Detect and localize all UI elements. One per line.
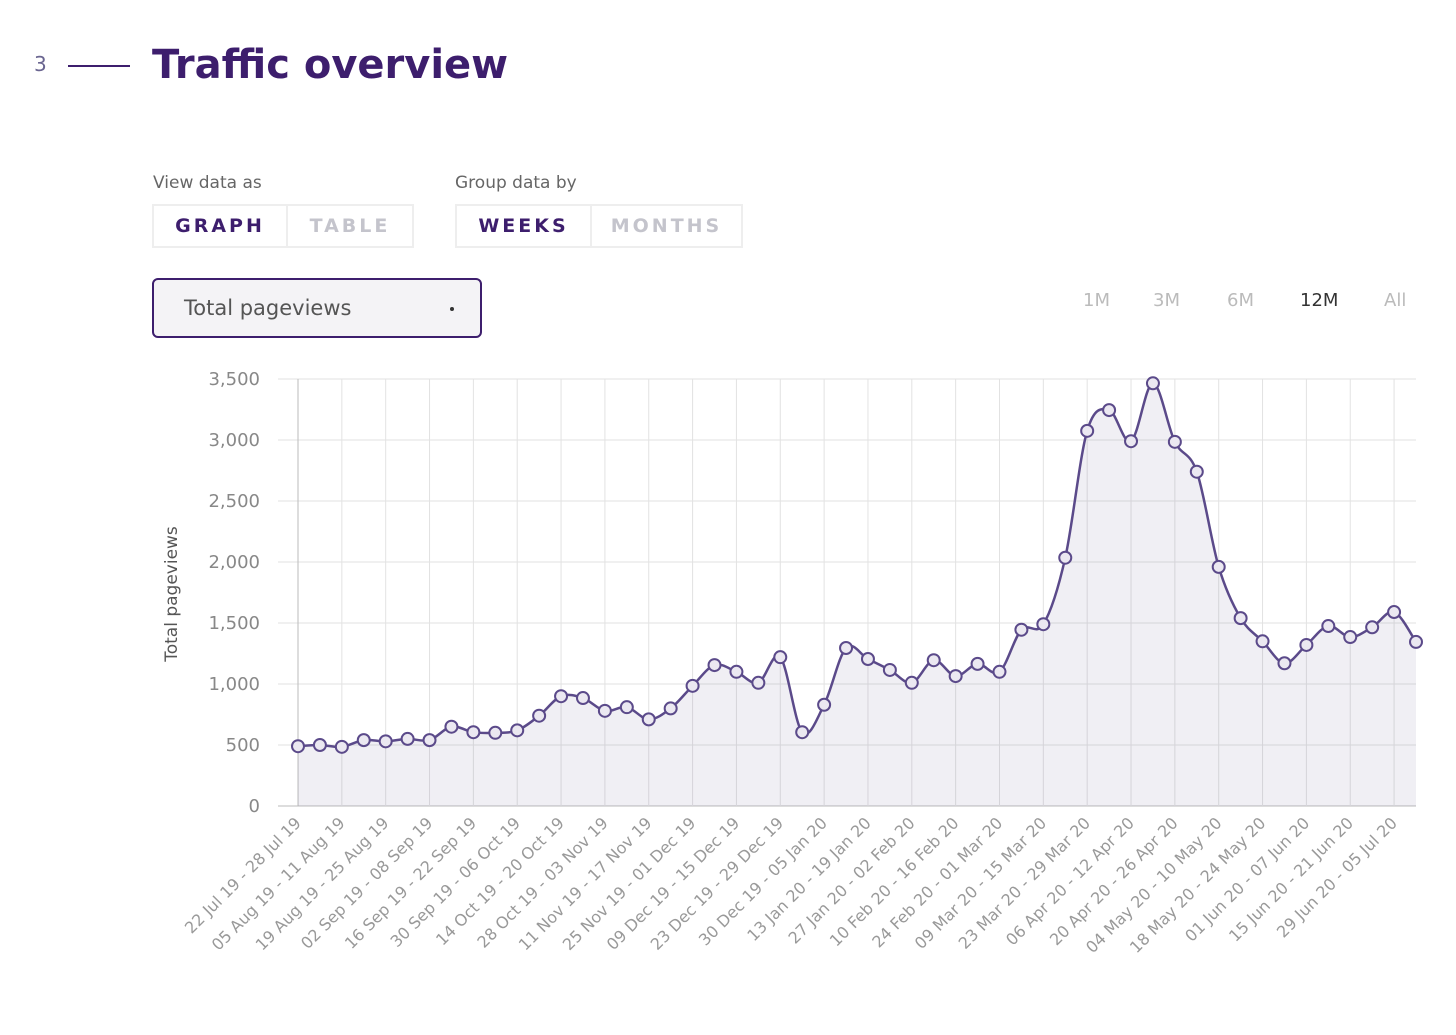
metric-dropdown[interactable]: Total pageviews bbox=[152, 278, 482, 338]
y-tick-label: 1,500 bbox=[208, 613, 260, 634]
data-point bbox=[882, 662, 897, 677]
data-point bbox=[685, 678, 700, 693]
data-point bbox=[860, 651, 875, 666]
data-point bbox=[1321, 619, 1336, 634]
data-point bbox=[597, 703, 612, 718]
data-point bbox=[1145, 376, 1160, 391]
data-point bbox=[1189, 464, 1204, 479]
data-point bbox=[1167, 434, 1182, 449]
data-point bbox=[291, 739, 305, 754]
data-point bbox=[1124, 434, 1139, 449]
view-label: View data as bbox=[153, 173, 262, 193]
data-point bbox=[707, 658, 722, 673]
y-tick-label: 0 bbox=[249, 796, 260, 817]
data-point bbox=[356, 733, 371, 748]
data-point bbox=[400, 731, 415, 746]
page-title: Traffic overview bbox=[152, 42, 509, 88]
y-tick-label: 2,500 bbox=[208, 491, 260, 512]
data-point bbox=[1409, 634, 1423, 649]
data-point bbox=[1080, 423, 1095, 438]
data-point bbox=[444, 719, 459, 734]
y-tick-label: 500 bbox=[226, 735, 260, 756]
data-point bbox=[532, 708, 547, 723]
data-point bbox=[1211, 559, 1226, 574]
divider bbox=[68, 65, 130, 67]
data-point bbox=[992, 664, 1007, 679]
y-tick-label: 3,000 bbox=[208, 430, 260, 451]
data-point bbox=[926, 653, 941, 668]
data-point bbox=[773, 650, 788, 665]
data-point bbox=[839, 641, 854, 656]
data-point bbox=[663, 701, 678, 716]
data-point bbox=[1365, 620, 1380, 635]
data-point bbox=[422, 733, 437, 748]
range-button[interactable]: 12M bbox=[1300, 290, 1339, 311]
group-toggle: WEEKS MONTHS bbox=[455, 204, 743, 248]
data-point bbox=[554, 689, 569, 704]
area bbox=[298, 383, 1416, 806]
data-point bbox=[1387, 605, 1402, 620]
range-button[interactable]: 1M bbox=[1083, 290, 1110, 311]
data-point bbox=[1058, 550, 1073, 565]
range-button[interactable]: 6M bbox=[1227, 290, 1254, 311]
data-point bbox=[1299, 637, 1314, 652]
data-point bbox=[1036, 617, 1051, 632]
months-button[interactable]: MONTHS bbox=[610, 215, 723, 237]
data-point bbox=[904, 675, 919, 690]
data-point bbox=[488, 725, 503, 740]
data-point bbox=[1277, 656, 1292, 671]
data-point bbox=[795, 725, 810, 740]
graph-button[interactable]: GRAPH bbox=[154, 206, 288, 246]
data-point bbox=[510, 723, 525, 738]
data-point bbox=[641, 712, 656, 727]
data-point bbox=[466, 725, 481, 740]
y-tick-label: 3,500 bbox=[208, 369, 260, 390]
data-point bbox=[575, 691, 590, 706]
data-point bbox=[619, 700, 634, 715]
data-point bbox=[334, 739, 349, 754]
data-point bbox=[378, 734, 393, 749]
range-button[interactable]: 3M bbox=[1153, 290, 1180, 311]
view-toggle: GRAPH TABLE bbox=[152, 204, 414, 248]
data-point bbox=[1102, 403, 1117, 418]
data-point bbox=[312, 738, 327, 752]
data-point bbox=[751, 675, 766, 690]
data-point bbox=[1343, 630, 1358, 645]
data-point bbox=[948, 669, 963, 684]
weeks-button[interactable]: WEEKS bbox=[457, 206, 592, 246]
data-point bbox=[729, 664, 744, 679]
data-point bbox=[1255, 634, 1270, 649]
data-point bbox=[1233, 611, 1248, 626]
group-label: Group data by bbox=[455, 173, 577, 193]
y-tick-label: 1,000 bbox=[208, 674, 260, 695]
data-point bbox=[817, 697, 832, 712]
data-point bbox=[1014, 622, 1029, 637]
y-tick-label: 2,000 bbox=[208, 552, 260, 573]
step-number: 3 bbox=[34, 52, 47, 76]
table-button[interactable]: TABLE bbox=[309, 215, 391, 237]
data-point bbox=[970, 656, 985, 671]
y-axis-title: Total pageviews bbox=[162, 526, 182, 663]
range-button[interactable]: All bbox=[1384, 290, 1407, 311]
